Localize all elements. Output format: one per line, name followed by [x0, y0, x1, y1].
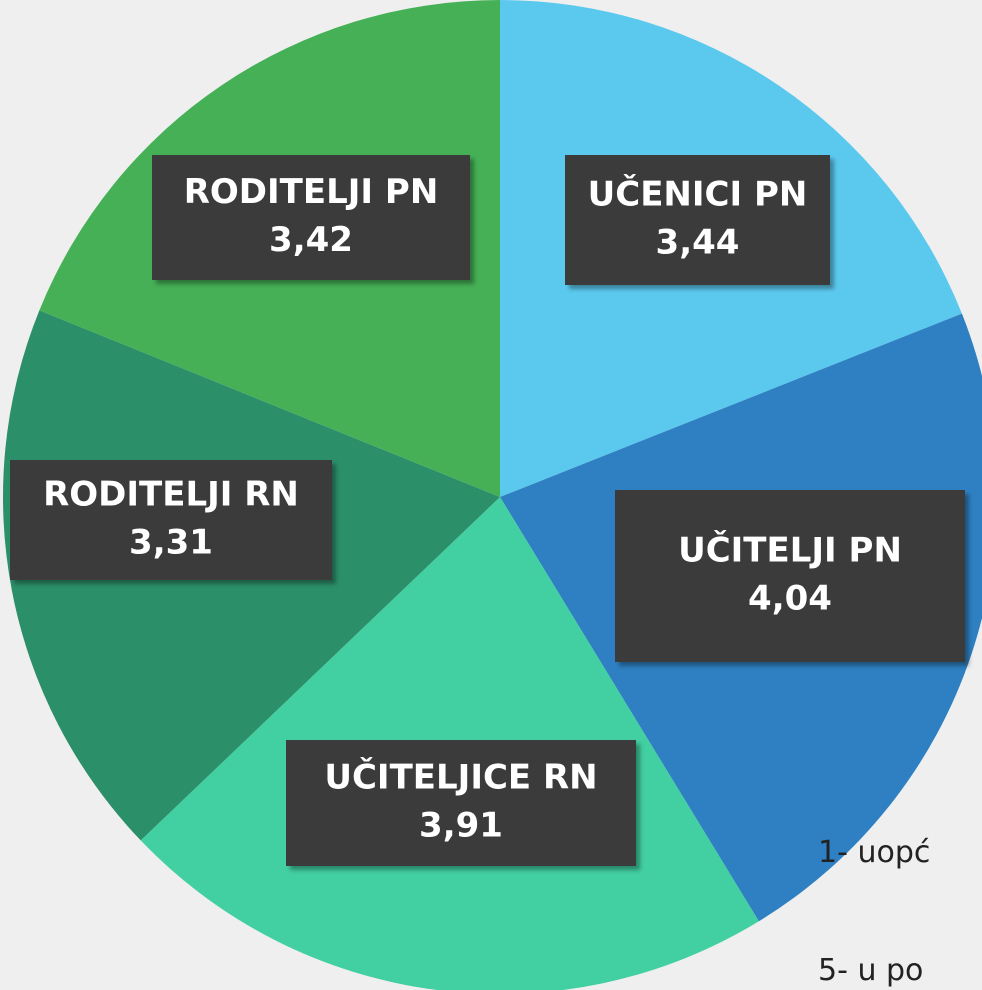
value-label: 3,44 [656, 223, 740, 263]
value-label: 3,91 [419, 806, 503, 846]
note: 5- u po [818, 953, 923, 988]
value-label: 3,42 [269, 220, 353, 260]
slice-label: RODITELJI PN [184, 172, 439, 212]
label-box [286, 740, 636, 866]
label-box [615, 490, 965, 662]
slice-label: UČITELJI PN [678, 530, 902, 571]
note: 1- uopć [818, 835, 930, 870]
value-label: 4,04 [748, 579, 832, 619]
value-label: 3,31 [129, 523, 213, 563]
slice-label: RODITELJI RN [43, 475, 299, 515]
label-box [152, 155, 470, 280]
slice-label: UČITELJICE RN [324, 757, 597, 798]
slice-label: UČENICI PN [588, 174, 808, 215]
label-box [10, 460, 332, 580]
label-box [565, 155, 830, 285]
